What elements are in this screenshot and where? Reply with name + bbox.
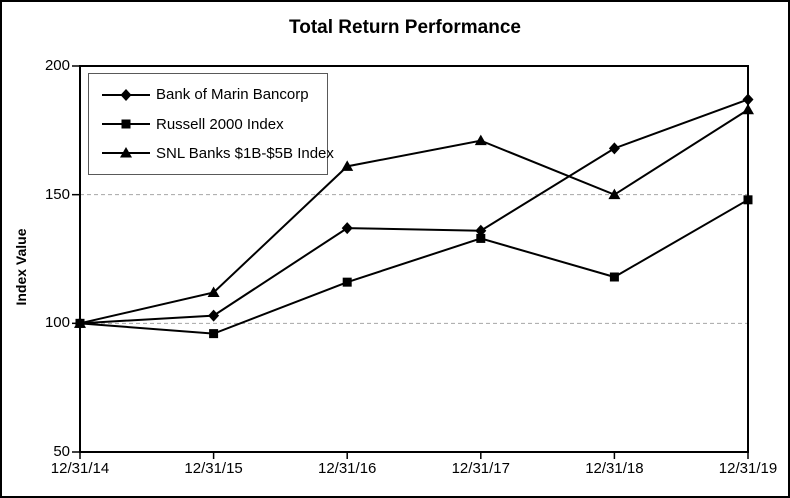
y-tick-label: 200	[44, 57, 70, 74]
y-tick-label: 150	[44, 185, 70, 203]
square-marker-icon	[102, 119, 150, 129]
legend-item-russell-2000-index: Russell 2000 Index	[101, 116, 327, 133]
x-tick-label: 12/31/16	[317, 460, 377, 477]
legend-item-label: Russell 2000 Index	[156, 115, 284, 133]
legend-item-label: Bank of Marin Bancorp	[156, 86, 309, 104]
x-tick-label: 12/31/17	[451, 460, 510, 477]
x-tick-label: 12/31/14	[50, 460, 110, 477]
chart-title: Total Return Performance	[289, 17, 521, 38]
chart-legend: Bank of Marin Bancorp Russell 2000 Index…	[88, 73, 334, 175]
x-tick-label: 12/31/18	[585, 460, 644, 477]
legend-item-bank-of-marin-bancorp: Bank of Marin Bancorp	[101, 86, 327, 103]
legend-item-snl-banks-1b-5b-index: SNL Banks $1B-$5B Index	[101, 145, 334, 162]
x-tick-label: 12/31/15	[184, 460, 243, 477]
y-tick-label: 50	[53, 443, 70, 460]
legend-item-label: SNL Banks $1B-$5B Index	[156, 144, 334, 162]
diamond-marker-icon	[102, 88, 150, 101]
triangle-marker-icon	[102, 147, 150, 158]
y-tick-label: 100	[44, 314, 70, 332]
x-tick-label: 12/31/19	[718, 460, 778, 477]
